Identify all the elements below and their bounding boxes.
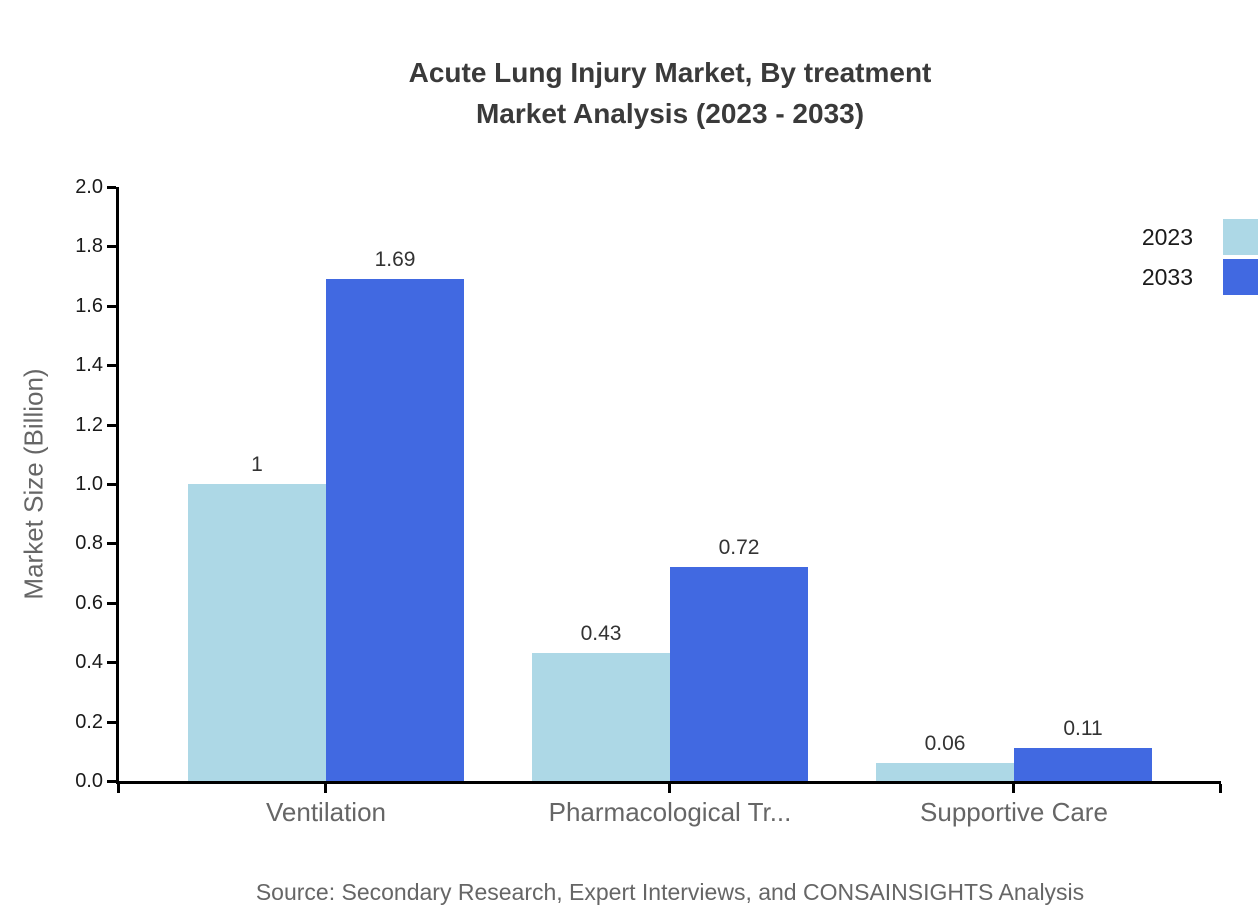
y-axis-title: Market Size (Billion) — [18, 368, 49, 600]
y-axis-tick — [107, 542, 116, 546]
legend-swatch-2033 — [1223, 259, 1258, 295]
bar-value-label: 0.06 — [924, 732, 966, 756]
bar-value-label: 1.69 — [374, 248, 416, 272]
bar-value-label: 0.43 — [580, 622, 622, 646]
bar-2033 — [1014, 748, 1152, 781]
y-axis-tick-label: 0.0 — [75, 770, 103, 792]
x-axis-tick — [324, 784, 327, 793]
bar-2033 — [326, 279, 464, 781]
bar-2023 — [532, 653, 670, 781]
bar-2023 — [188, 484, 326, 781]
legend-label-2033: 2033 — [1141, 263, 1193, 290]
y-axis-tick — [107, 364, 116, 368]
legend-item-2033: 2033 — [1142, 259, 1258, 295]
y-axis-tick-label: 1.6 — [75, 294, 103, 317]
y-axis-tick-label: 1.4 — [75, 354, 103, 377]
y-axis-tick — [107, 483, 116, 486]
y-axis-tick — [107, 601, 116, 605]
legend: 2023 2033 — [1142, 219, 1258, 299]
bar-value-label: 0.11 — [1063, 717, 1103, 741]
chart-title-line2: Market Analysis (2023 - 2033) — [475, 98, 865, 129]
category-label: Pharmacological Tr... — [548, 797, 792, 827]
category-label: Ventilation — [266, 797, 386, 827]
y-axis-tick-label: 1.2 — [75, 413, 103, 436]
y-axis-tick-label: 2.0 — [75, 176, 103, 198]
y-axis-tick — [107, 186, 116, 189]
legend-item-2023: 2023 — [1142, 219, 1258, 255]
x-axis-tick — [1012, 784, 1015, 793]
x-axis-tick — [668, 784, 671, 793]
x-axis-tick — [1219, 784, 1222, 793]
y-axis-tick-label: 0.4 — [75, 651, 103, 674]
bar-2033 — [670, 567, 808, 781]
plot-area: 0.0 0.2 0.4 0.6 0.8 1.0 1.2 1.4 1.6 1.8 2.0 1 1.69 Ve… — [75, 176, 1222, 827]
y-axis-tick-label: 0.2 — [75, 710, 103, 733]
y-axis-tick-label: 0.6 — [75, 591, 103, 614]
chart-title-line1: Acute Lung Injury Market, By treatment — [408, 57, 932, 88]
y-axis-tick — [107, 780, 116, 783]
legend-label-2023: 2023 — [1141, 223, 1193, 250]
source-attribution: Source: Secondary Research, Expert Inter… — [255, 879, 1085, 905]
y-axis-tick-label: 0.8 — [75, 532, 103, 555]
y-axis-tick — [107, 720, 116, 724]
y-axis-tick — [107, 661, 116, 665]
y-axis-tick — [107, 423, 116, 427]
x-axis-tick — [117, 784, 120, 793]
y-axis-tick — [107, 304, 116, 308]
bar-2023 — [876, 763, 1014, 781]
y-axis-tick-label: 1.0 — [75, 473, 103, 495]
y-axis-tick — [107, 245, 116, 249]
bar-value-label: 0.72 — [718, 536, 760, 560]
y-axis-tick-label: 1.8 — [75, 235, 103, 258]
category-label: Supportive Care — [920, 797, 1108, 827]
bar-value-label: 1 — [251, 453, 263, 476]
chart-title: Acute Lung Injury Market, By treatment M… — [119, 52, 1221, 134]
legend-swatch-2023 — [1223, 219, 1258, 255]
